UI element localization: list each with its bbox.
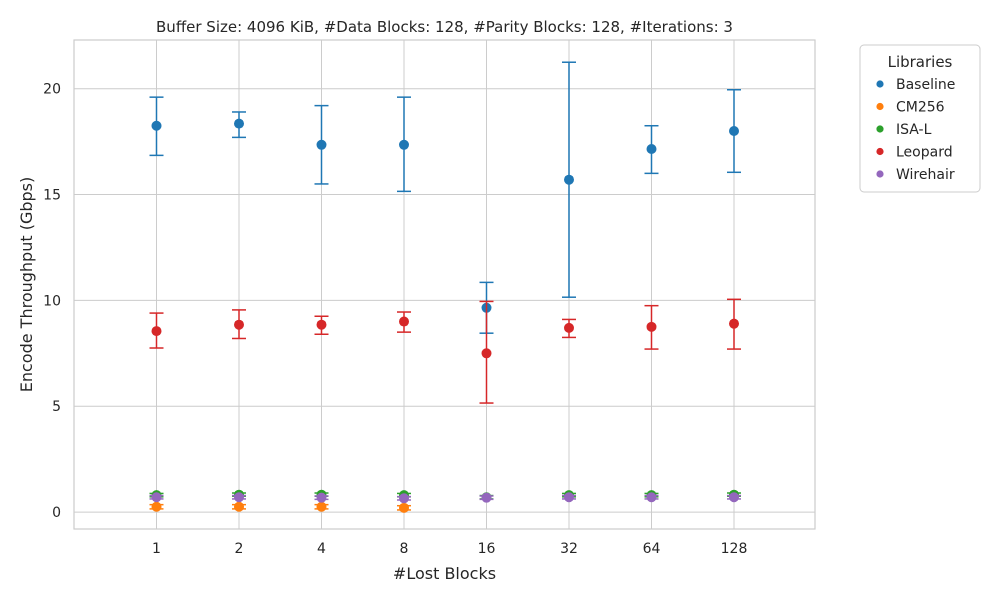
data-point	[234, 501, 244, 512]
series-wirehair	[149, 492, 741, 504]
y-tick-label: 5	[52, 399, 61, 415]
x-tick-label: 16	[478, 541, 496, 557]
data-point	[729, 126, 739, 137]
legend-items: Baseline CM256 ISA-L Leopard Wirehair	[876, 77, 955, 183]
legend-label: CM256	[896, 100, 945, 116]
data-point	[151, 492, 162, 503]
legend-marker	[876, 170, 884, 178]
series-baseline	[149, 61, 741, 334]
x-tick-label: 128	[721, 541, 748, 557]
data-point	[234, 319, 244, 330]
data-point	[399, 493, 409, 504]
series-cm256	[149, 501, 411, 513]
data-point	[316, 139, 327, 150]
y-axis-label: Encode Throughput (Gbps)	[17, 177, 36, 392]
data-point	[481, 348, 492, 359]
series-leopard	[149, 298, 741, 404]
x-tick-label: 8	[400, 541, 409, 557]
legend-label: ISA-L	[896, 122, 932, 138]
data-point	[646, 321, 657, 332]
data-point	[399, 502, 409, 513]
x-tick-label: 2	[235, 541, 244, 557]
data-point	[316, 501, 327, 512]
legend-frame	[859, 44, 981, 193]
data-point	[399, 316, 409, 327]
x-tick-label: 1	[152, 541, 161, 557]
data-point	[646, 492, 657, 503]
series-layer	[149, 61, 741, 513]
y-tick-label: 10	[43, 293, 61, 309]
data-point	[151, 326, 162, 337]
legend-marker	[876, 102, 884, 111]
legend-label: Wirehair	[896, 167, 955, 183]
data-point	[234, 118, 244, 129]
data-point	[729, 318, 739, 329]
data-point	[729, 492, 739, 503]
legend-title: Libraries	[888, 53, 953, 71]
x-tick-label: 32	[560, 541, 578, 557]
chart-title: Buffer Size: 4096 KiB, #Data Blocks: 128…	[156, 18, 733, 36]
data-point	[316, 492, 327, 503]
data-point	[399, 139, 409, 150]
y-tick-label: 0	[52, 505, 61, 521]
x-axis-label: #Lost Blocks	[393, 564, 496, 583]
data-point	[564, 322, 574, 333]
data-point	[481, 492, 492, 503]
y-tick-label: 15	[43, 188, 61, 204]
data-point	[316, 319, 327, 330]
data-point	[564, 174, 574, 185]
data-point	[646, 144, 657, 155]
y-tick-label: 20	[43, 82, 61, 98]
legend-label: Baseline	[896, 77, 955, 93]
legend-label: Leopard	[896, 145, 953, 161]
data-point	[151, 501, 162, 512]
grid-layer	[74, 40, 815, 529]
legend-marker	[876, 125, 884, 133]
x-tick-labels: 1 2 4 8 16 32 64 128	[152, 541, 747, 557]
plot-frame	[73, 39, 816, 530]
legend-marker	[876, 147, 884, 156]
data-point	[234, 492, 244, 503]
y-tick-labels: 0 5 10 15 20	[43, 82, 61, 521]
legend: Libraries Baseline CM256 ISA-L Leopard Wireh…	[859, 44, 981, 193]
x-tick-label: 64	[643, 541, 661, 557]
x-tick-label: 4	[317, 541, 326, 557]
data-point	[564, 492, 574, 503]
legend-marker	[876, 80, 884, 88]
data-point	[151, 120, 162, 131]
